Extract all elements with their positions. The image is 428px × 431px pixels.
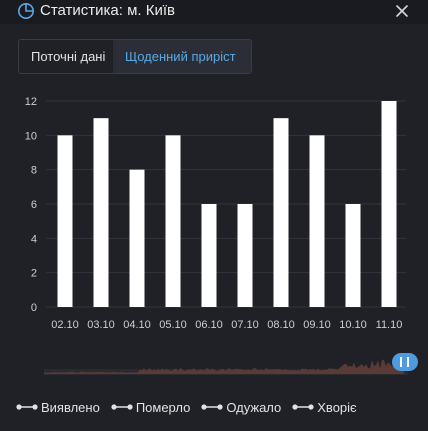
y-tick-label: 6 <box>31 199 37 211</box>
y-tick-label: 12 <box>25 96 37 108</box>
legend-item-sick[interactable]: Хворіє <box>292 399 357 415</box>
x-tick-label: 05.10 <box>159 319 187 331</box>
legend-item-detected[interactable]: Виявлено <box>16 400 100 415</box>
chart-bar[interactable] <box>273 118 289 308</box>
legend-line-icon <box>111 404 133 410</box>
chart-bar[interactable] <box>237 204 253 307</box>
legend-line-icon <box>292 404 314 410</box>
legend-item-recovered[interactable]: Одужало <box>201 400 281 415</box>
y-tick-label: 10 <box>25 130 37 142</box>
legend-item-died[interactable]: Померло <box>111 399 191 415</box>
legend-label: Померло <box>135 399 191 415</box>
chart-bar[interactable] <box>309 135 325 307</box>
x-tick-label: 10.10 <box>339 319 367 331</box>
page-title: Статистика: м. Київ <box>40 2 176 19</box>
legend-label: Одужало <box>226 399 282 415</box>
x-tick-label: 04.10 <box>123 319 151 331</box>
chart-bar[interactable] <box>201 204 217 307</box>
x-tick-label: 02.10 <box>51 319 79 331</box>
chart-legend: Виявлено Померло Одужало Хворіє <box>16 398 368 416</box>
y-tick-label: 4 <box>31 233 37 245</box>
tab-current-data[interactable]: Поточні дані <box>31 49 106 64</box>
window-header: Статистика: м. Київ <box>0 0 428 24</box>
chart-bar[interactable] <box>345 204 361 307</box>
chart-bar[interactable] <box>129 169 145 307</box>
pie-chart-icon <box>18 3 34 19</box>
range-slider-preview <box>44 359 404 374</box>
legend-line-icon <box>16 404 38 410</box>
chart-bar[interactable] <box>57 135 73 307</box>
x-tick-label: 08.10 <box>267 319 295 331</box>
close-icon[interactable] <box>394 3 410 19</box>
x-tick-label: 06.10 <box>195 319 223 331</box>
chart-bar[interactable] <box>93 118 109 308</box>
x-tick-label: 07.10 <box>231 319 259 331</box>
range-slider-handle[interactable] <box>392 353 418 371</box>
y-tick-label: 8 <box>31 165 37 177</box>
legend-line-icon <box>201 404 223 410</box>
tab-bar: Поточні дані Щоденний приріст <box>18 39 252 74</box>
y-tick-label: 2 <box>31 268 37 280</box>
x-tick-label: 09.10 <box>303 319 331 331</box>
legend-label: Хворіє <box>317 399 357 415</box>
chart-bar[interactable] <box>165 135 181 307</box>
x-tick-label: 11.10 <box>376 319 403 331</box>
chart-bar[interactable] <box>381 101 397 307</box>
x-tick-label: 03.10 <box>87 319 115 331</box>
y-tick-label: 0 <box>31 302 37 314</box>
tab-daily-growth[interactable]: Щоденний приріст <box>113 40 251 73</box>
bar-chart: 0 2 4 6 8 10 12 02.10 03.10 04.10 05.10 06.10 07.10 0… <box>25 96 418 375</box>
legend-label: Виявлено <box>41 399 100 415</box>
